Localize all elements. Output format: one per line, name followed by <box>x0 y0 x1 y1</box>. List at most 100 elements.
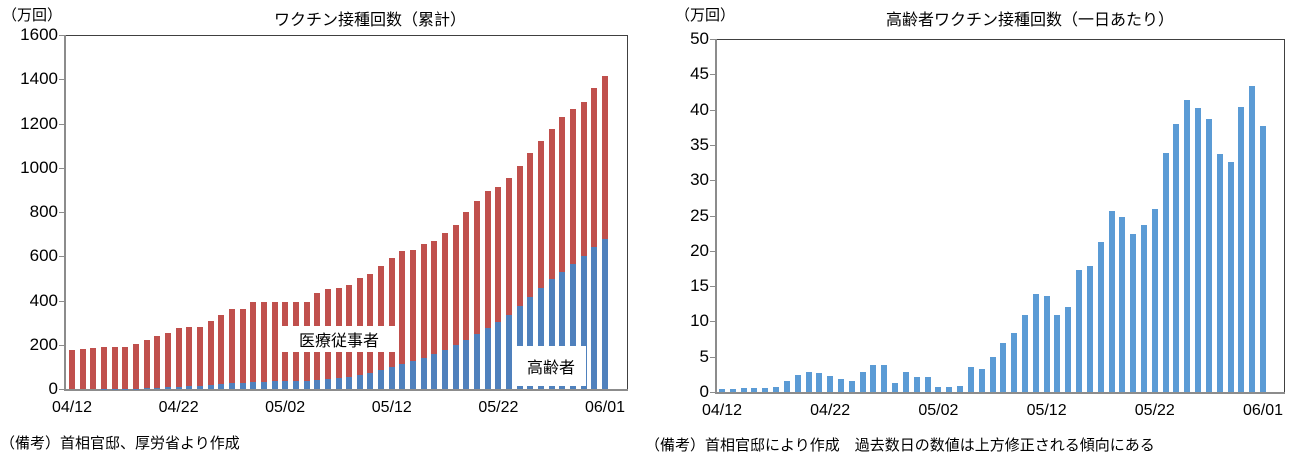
y-tick-mark <box>710 392 715 393</box>
elderly-bar <box>378 370 385 389</box>
daily-bar <box>1076 269 1083 392</box>
daily-bar <box>1054 315 1061 392</box>
medical-bar <box>239 308 246 384</box>
y-tick-mark <box>59 389 64 390</box>
y-tick-label: 50 <box>690 29 709 48</box>
medical-bar <box>602 75 608 239</box>
elderly-bar <box>570 263 577 389</box>
daily-bar <box>1205 118 1212 392</box>
daily-bar <box>989 357 996 392</box>
elderly-bar <box>431 354 438 389</box>
elderly-bar <box>260 381 267 389</box>
daily-bar <box>805 371 812 392</box>
daily-bar <box>902 371 909 392</box>
x-tick-label: 05/02 <box>918 402 959 419</box>
daily-bar <box>870 365 877 392</box>
elderly-bar <box>335 377 342 389</box>
y-tick-mark <box>59 79 64 81</box>
x-tick-label: 05/02 <box>265 399 306 416</box>
medical-bar <box>463 212 470 340</box>
y-tick-mark <box>59 344 64 346</box>
daily-bar <box>1097 241 1104 392</box>
left-plot-area <box>65 35 628 390</box>
medical-bar <box>69 350 75 389</box>
y-tick-label: 40 <box>690 99 709 119</box>
medical-bar <box>538 141 545 289</box>
medical-bar <box>431 240 438 355</box>
y-tick-mark <box>710 286 715 288</box>
elderly-bar <box>548 279 555 389</box>
daily-elderly-chart-panel: （万回） 高齢者ワクチン接種回数（一日あたり） 50 45 40 35 30 25 20 15… <box>645 0 1291 459</box>
elderly-bar <box>474 334 481 389</box>
medical-bar <box>90 348 97 389</box>
daily-bar <box>729 389 736 392</box>
elderly-bar <box>367 373 374 389</box>
daily-bar <box>740 388 747 392</box>
daily-bar <box>794 375 801 392</box>
medical-bar <box>143 339 150 389</box>
medical-bar <box>442 233 449 350</box>
elderly-bar <box>420 358 427 389</box>
y-tick-mark <box>710 180 715 182</box>
daily-bar <box>1227 161 1234 392</box>
daily-bar <box>848 381 855 392</box>
daily-bar <box>1108 211 1115 392</box>
elderly-label: 高齢者 <box>516 346 586 386</box>
medical-bar <box>196 327 203 386</box>
elderly-bar <box>218 384 225 389</box>
daily-bar <box>1216 154 1223 392</box>
y-tick-label: 5 <box>699 346 709 366</box>
medical-bar <box>410 250 417 362</box>
daily-bar <box>967 367 974 392</box>
elderly-bar <box>196 385 203 389</box>
daily-bar <box>1011 332 1018 392</box>
daily-bar <box>1184 100 1191 392</box>
left-x-axis <box>64 389 628 391</box>
daily-bar <box>935 387 942 392</box>
right-plot-area <box>716 39 1285 393</box>
medical-bar <box>591 88 598 248</box>
elderly-bar <box>228 383 235 389</box>
daily-bar <box>1086 265 1093 392</box>
medical-bar <box>559 116 566 272</box>
elderly-bar <box>559 271 566 389</box>
x-tick-label: 05/22 <box>478 399 519 416</box>
cumulative-chart-panel: （万回） ワクチン接種回数（累計） 1600 1400 1200 1000 800 600… <box>0 0 645 459</box>
daily-bar <box>1021 315 1028 392</box>
daily-bar <box>838 379 845 392</box>
y-tick-mark <box>59 167 64 169</box>
elderly-bar <box>292 380 299 389</box>
medical-bar <box>271 301 278 382</box>
elderly-bar <box>324 378 331 389</box>
elderly-bar <box>207 385 214 389</box>
medical-bar <box>495 186 502 322</box>
daily-bar <box>924 377 931 392</box>
y-tick-label: 15 <box>690 276 709 296</box>
daily-bar <box>1195 108 1202 392</box>
medical-bar <box>111 346 118 389</box>
medical-bar <box>420 244 427 359</box>
x-tick-label: 05/12 <box>371 399 412 416</box>
elderly-bar <box>602 238 608 389</box>
y-tick-mark <box>59 256 64 258</box>
y-tick-label: 200 <box>29 334 58 354</box>
daily-bar <box>1162 153 1169 392</box>
elderly-bar <box>250 382 257 389</box>
medical-bar <box>378 266 385 371</box>
daily-bar <box>978 369 985 392</box>
daily-bar <box>892 382 899 392</box>
y-tick-mark <box>59 300 64 302</box>
elderly-bar <box>271 381 278 389</box>
elderly-bar <box>484 328 491 389</box>
daily-bar <box>827 375 834 392</box>
x-tick-label: 04/12 <box>701 402 743 419</box>
x-tick-label: 04/22 <box>158 399 199 416</box>
y-tick-label: 30 <box>690 170 709 190</box>
y-tick-label: 1200 <box>20 113 58 133</box>
x-tick-label: 04/22 <box>810 402 851 419</box>
elderly-bar <box>303 380 310 389</box>
elderly-bar <box>239 383 246 389</box>
y-tick-mark <box>710 109 715 111</box>
daily-bar <box>1260 125 1266 392</box>
elderly-bar <box>143 388 150 389</box>
